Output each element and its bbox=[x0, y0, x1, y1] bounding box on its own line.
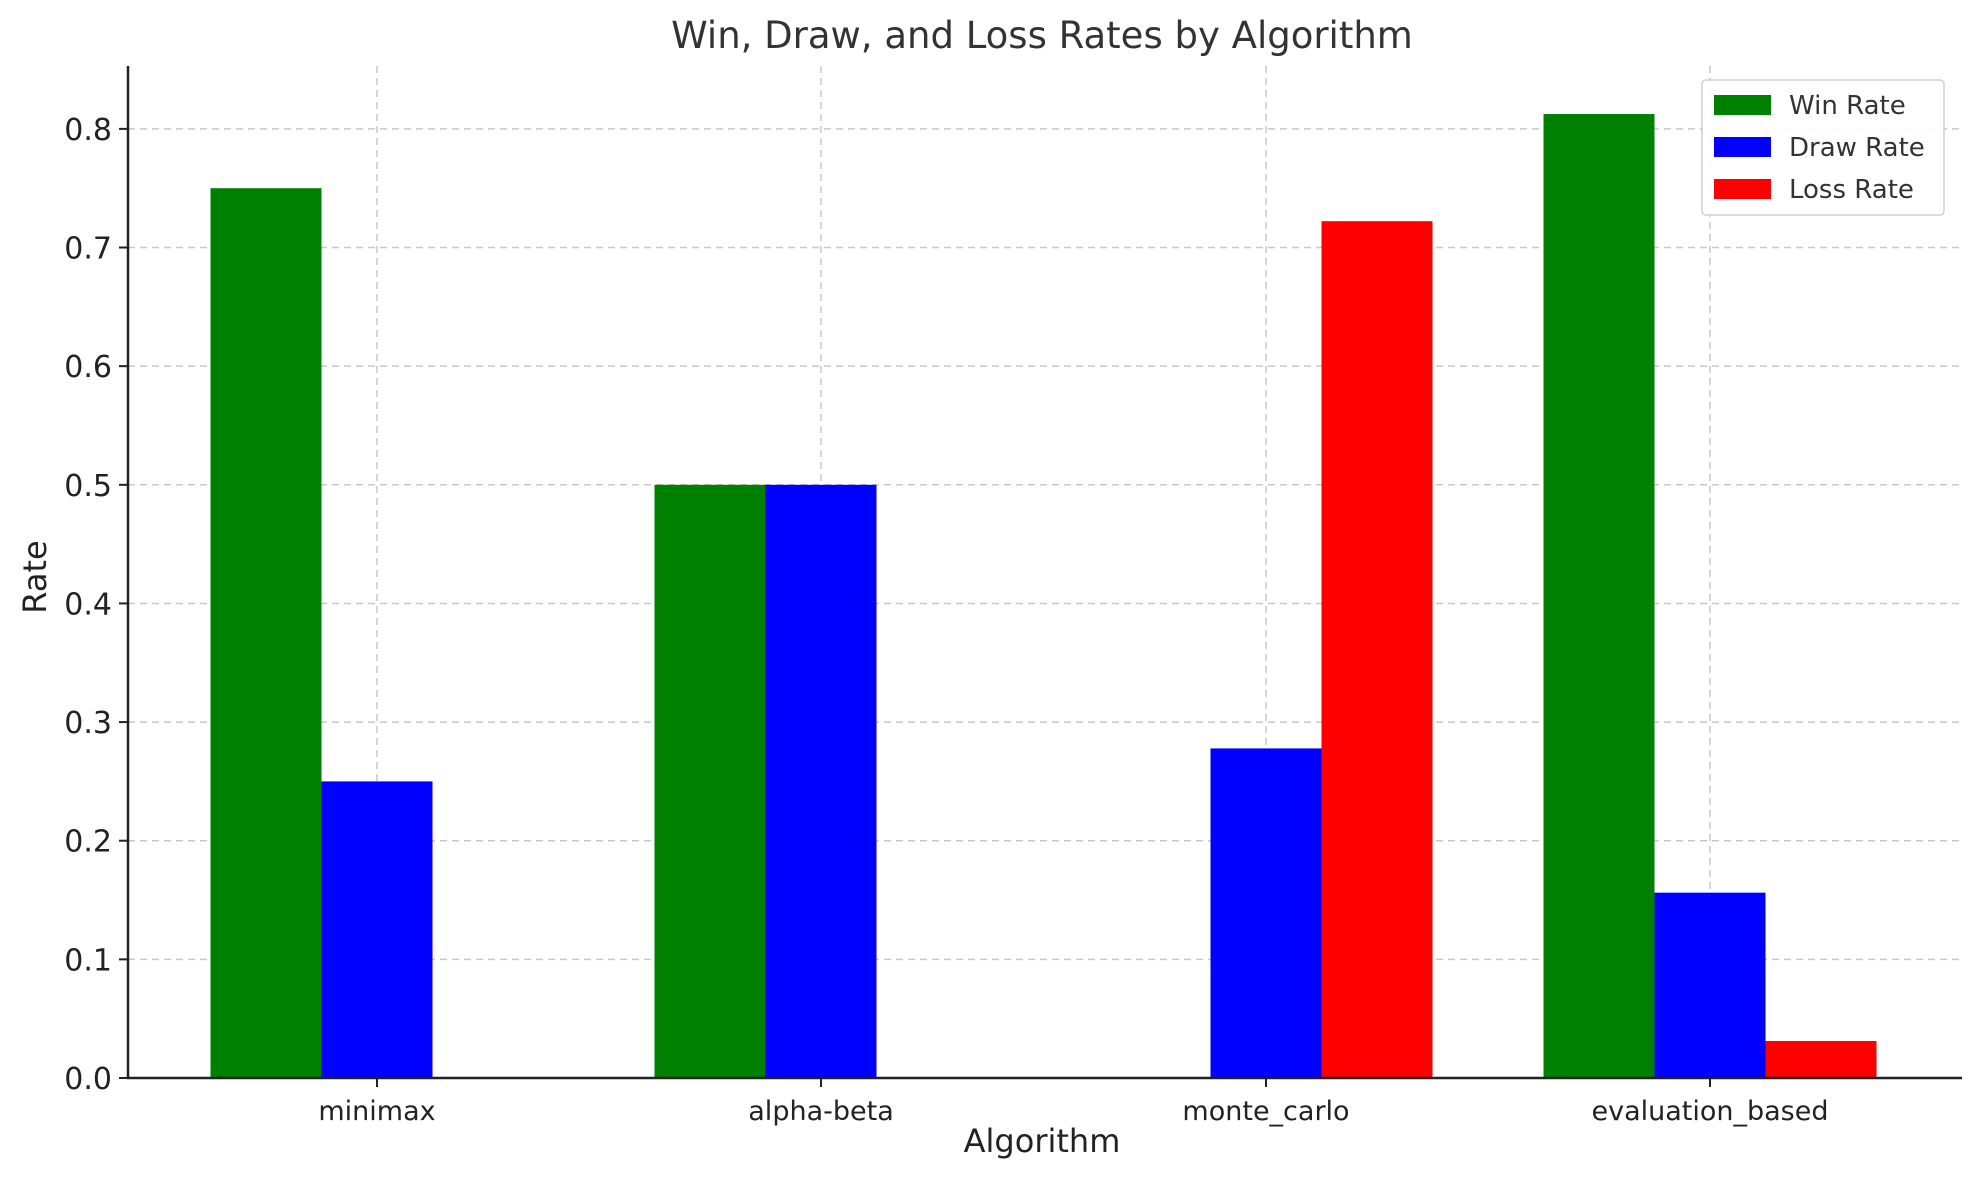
y-tick-label: 0.8 bbox=[64, 113, 112, 148]
y-tick-label: 0.0 bbox=[64, 1062, 112, 1097]
x-tick-label: monte_carlo bbox=[1182, 1096, 1349, 1127]
legend-label: Draw Rate bbox=[1789, 133, 1925, 163]
x-tick-label: evaluation_based bbox=[1591, 1096, 1828, 1127]
bar bbox=[1765, 1040, 1877, 1078]
legend-label: Loss Rate bbox=[1789, 175, 1914, 205]
bar bbox=[1654, 892, 1766, 1078]
x-axis-label: Algorithm bbox=[964, 1122, 1121, 1160]
y-tick-label: 0.3 bbox=[64, 706, 112, 741]
axes bbox=[119, 66, 1962, 1087]
x-tick-labels: minimax alpha-beta monte_carlo evaluation_b… bbox=[318, 1096, 1828, 1127]
legend-label: Win Rate bbox=[1789, 91, 1906, 121]
bar bbox=[1321, 221, 1433, 1078]
y-tick-label: 0.7 bbox=[64, 232, 112, 267]
x-tick-label: alpha-beta bbox=[748, 1096, 893, 1127]
bar bbox=[321, 781, 433, 1078]
y-tick-label: 0.5 bbox=[64, 469, 112, 504]
y-tick-label: 0.1 bbox=[64, 943, 112, 978]
chart-title: Win, Draw, and Loss Rates by Algorithm bbox=[671, 14, 1413, 57]
bar bbox=[210, 188, 322, 1079]
y-axis-label: Rate bbox=[16, 540, 54, 613]
bar bbox=[1543, 114, 1655, 1078]
y-tick-label: 0.6 bbox=[64, 350, 112, 385]
bar bbox=[765, 484, 877, 1078]
bar bbox=[654, 484, 766, 1078]
y-tick-label: 0.2 bbox=[64, 825, 112, 860]
legend-swatch bbox=[1714, 179, 1771, 199]
x-tick-label: minimax bbox=[318, 1096, 435, 1127]
legend: Win Rate Draw Rate Loss Rate bbox=[1701, 79, 1945, 216]
y-tick-label: 0.4 bbox=[64, 587, 112, 622]
y-tick-labels: 0.0 0.1 0.2 0.3 0.4 0.5 0.6 0.7 0.8 bbox=[64, 113, 112, 1097]
legend-swatch bbox=[1714, 95, 1771, 115]
gridlines bbox=[128, 66, 1962, 1078]
bars bbox=[210, 114, 1877, 1079]
bar bbox=[1210, 748, 1322, 1078]
legend-swatch bbox=[1714, 137, 1771, 157]
